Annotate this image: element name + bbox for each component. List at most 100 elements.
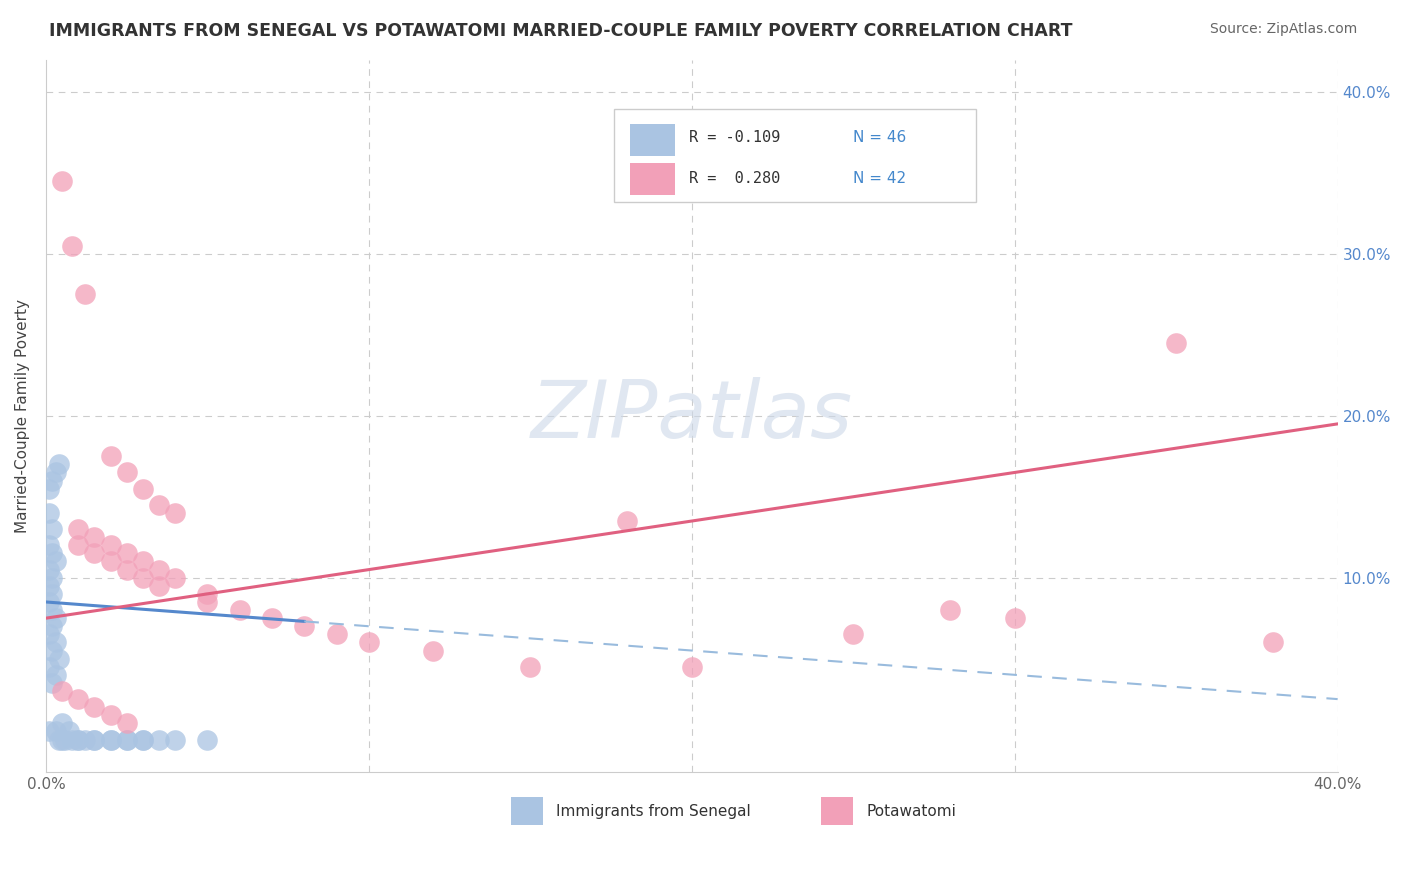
Bar (821, 797, 853, 825)
Point (100, 732, 122, 747)
Point (100, 450, 122, 464)
Point (41, 603, 63, 617)
Point (83, 546, 105, 560)
Point (38, 538, 60, 552)
Point (67, 732, 90, 747)
Point (165, 571, 187, 585)
Point (48, 651, 70, 665)
Point (45, 668, 67, 682)
Text: N = 42: N = 42 (853, 171, 907, 186)
Point (197, 587, 219, 601)
Bar (630, 163, 675, 195)
Point (73, 287, 96, 301)
Point (132, 554, 155, 568)
Point (38, 595, 60, 609)
Point (41, 619, 63, 633)
Point (38, 506, 60, 520)
Point (325, 627, 347, 641)
Point (165, 506, 187, 520)
Point (58, 724, 80, 739)
Point (38, 724, 60, 739)
Point (41, 676, 63, 690)
Point (148, 498, 170, 512)
Point (83, 732, 105, 747)
Point (38, 563, 60, 577)
Point (132, 732, 155, 747)
Point (132, 482, 155, 496)
Point (53, 732, 76, 747)
Y-axis label: Married-Couple Family Poverty: Married-Couple Family Poverty (15, 299, 30, 533)
Bar (630, 124, 675, 156)
Point (41, 643, 63, 657)
Point (45, 724, 67, 739)
Point (41, 587, 63, 601)
Bar (510, 797, 543, 825)
Point (38, 659, 60, 673)
Point (67, 732, 90, 747)
Point (148, 579, 170, 593)
Point (41, 474, 63, 488)
Point (132, 732, 155, 747)
Point (51, 174, 73, 188)
Point (83, 530, 105, 544)
Point (83, 700, 105, 714)
Point (681, 659, 703, 673)
Point (100, 732, 122, 747)
Point (51, 716, 73, 731)
Point (51, 732, 73, 747)
Point (260, 611, 283, 625)
Point (73, 732, 96, 747)
Point (41, 571, 63, 585)
Point (45, 554, 67, 568)
Point (292, 619, 315, 633)
Point (45, 466, 67, 480)
Point (38, 627, 60, 641)
Point (1261, 635, 1284, 649)
Point (100, 538, 122, 552)
Point (165, 732, 187, 747)
Point (357, 635, 380, 649)
Text: Potawatomi: Potawatomi (866, 804, 956, 819)
Point (100, 708, 122, 723)
Point (41, 522, 63, 536)
Point (132, 571, 155, 585)
Point (38, 579, 60, 593)
Point (60, 239, 83, 253)
Text: R =  0.280: R = 0.280 (689, 171, 780, 186)
Point (1004, 611, 1026, 625)
Point (51, 684, 73, 698)
Point (197, 595, 219, 609)
Point (60, 732, 83, 747)
Point (67, 692, 90, 706)
Text: Source: ZipAtlas.com: Source: ZipAtlas.com (1209, 22, 1357, 37)
Point (67, 522, 90, 536)
Text: Immigrants from Senegal: Immigrants from Senegal (557, 804, 751, 819)
Point (148, 563, 170, 577)
Point (939, 603, 962, 617)
Point (519, 659, 541, 673)
Point (422, 643, 444, 657)
Point (115, 466, 138, 480)
Point (41, 546, 63, 560)
Text: R = -0.109: R = -0.109 (689, 130, 780, 145)
Point (1166, 335, 1188, 350)
Bar (614, 110, 976, 202)
Point (38, 482, 60, 496)
Point (115, 546, 138, 560)
Point (115, 563, 138, 577)
Point (616, 514, 638, 528)
Point (115, 732, 138, 747)
Point (115, 732, 138, 747)
Point (45, 635, 67, 649)
Text: IMMIGRANTS FROM SENEGAL VS POTAWATOMI MARRIED-COUPLE FAMILY POVERTY CORRELATION : IMMIGRANTS FROM SENEGAL VS POTAWATOMI MA… (49, 22, 1073, 40)
Point (115, 716, 138, 731)
Point (83, 732, 105, 747)
Point (67, 538, 90, 552)
Point (228, 603, 250, 617)
Point (45, 611, 67, 625)
Point (842, 627, 865, 641)
Point (197, 732, 219, 747)
Point (48, 458, 70, 472)
Text: N = 46: N = 46 (853, 130, 907, 145)
Point (48, 732, 70, 747)
